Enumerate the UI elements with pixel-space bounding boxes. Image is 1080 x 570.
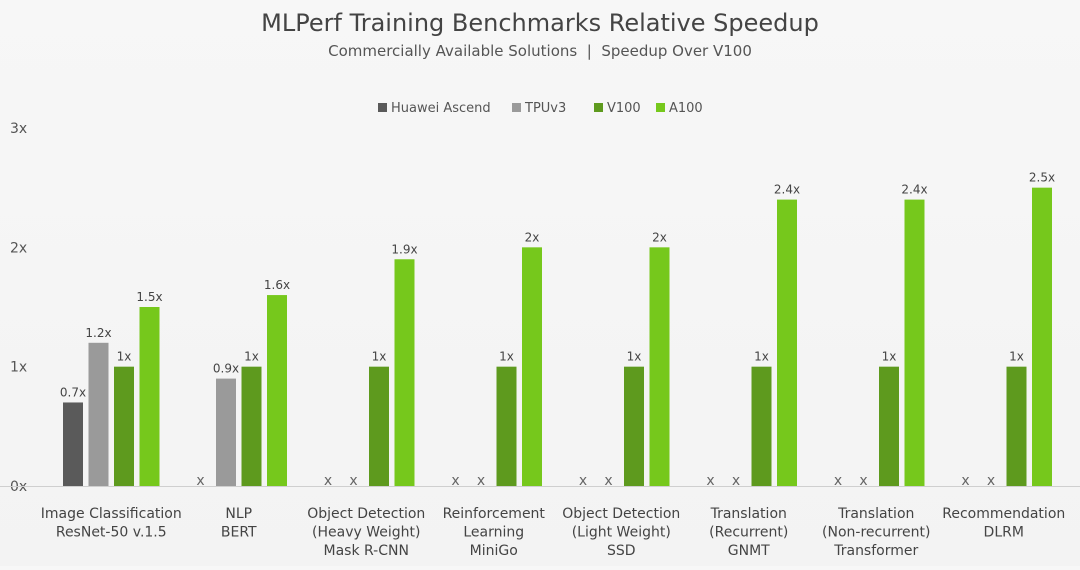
chart-title: MLPerf Training Benchmarks Relative Spee… — [261, 9, 819, 37]
bar-a100 — [777, 199, 797, 486]
x-category-label: Transformer — [833, 543, 918, 559]
data-label-v100: 1x — [754, 350, 769, 364]
legend-swatch-tpuv3 — [512, 103, 521, 112]
not-available-marker: x — [604, 473, 612, 489]
x-axis: Image Classification ResNet-50 v.1.5 NLP BE… — [41, 506, 1065, 559]
bar-a100 — [1032, 187, 1052, 486]
bar-tpuv3 — [88, 342, 109, 486]
plot-area: 0.7x 1.2x 1x 1.5x x 0.9x 1x 1.6x x x 1x 1.9x x x 1x 2x x… — [0, 171, 1080, 489]
not-available-marker: x — [579, 473, 587, 489]
data-label-huawei-ascend: 0.7x — [60, 385, 86, 399]
bar-v100 — [879, 366, 899, 486]
not-available-marker: x — [834, 473, 842, 489]
bar-v100 — [241, 366, 262, 486]
bar-v100 — [1006, 366, 1027, 486]
not-available-marker: x — [732, 473, 740, 489]
y-tick-label: 3x — [10, 121, 27, 137]
bar-v100 — [496, 366, 517, 486]
x-category-label: Mask R-CNN — [324, 543, 409, 559]
x-category-label: ResNet-50 v.1.5 — [56, 525, 167, 541]
data-label-v100: 1x — [499, 350, 514, 364]
not-available-marker: x — [477, 473, 485, 489]
legend-swatch-v100 — [594, 103, 603, 112]
not-available-marker: x — [324, 473, 332, 489]
x-category-label: SSD — [607, 543, 636, 559]
not-available-marker: x — [196, 473, 204, 489]
x-category-label: NLP — [225, 506, 252, 522]
data-label-v100: 1x — [1009, 350, 1024, 364]
x-category-label: MiniGo — [470, 543, 518, 559]
not-available-marker: x — [859, 473, 867, 489]
data-label-a100: 2.5x — [1029, 171, 1055, 185]
data-label-tpuv3: 0.9x — [213, 362, 239, 376]
chart-subtitle: Commercially Available Solutions | Speed… — [328, 42, 752, 60]
x-category-label: (Recurrent) — [709, 525, 788, 541]
data-label-a100: 2x — [652, 230, 667, 244]
bar-a100 — [522, 247, 542, 486]
legend-label-v100: V100 — [607, 101, 641, 116]
bar-a100 — [904, 199, 925, 486]
not-available-marker: x — [961, 473, 969, 489]
bar-v100 — [114, 366, 134, 486]
not-available-marker: x — [706, 473, 714, 489]
y-tick-label: 1x — [10, 360, 27, 376]
legend-label-a100: A100 — [669, 101, 703, 116]
data-label-a100: 1.6x — [264, 278, 290, 292]
data-label-a100: 2.4x — [774, 183, 800, 197]
x-category-label: Translation — [837, 506, 914, 522]
x-category-label: Object Detection — [307, 506, 425, 522]
x-category-label: Learning — [463, 525, 524, 541]
x-category-label: (Light Weight) — [572, 525, 671, 541]
legend-swatch-a100 — [656, 103, 665, 112]
not-available-marker: x — [349, 473, 357, 489]
data-label-v100: 1x — [244, 350, 259, 364]
data-label-a100: 2.4x — [901, 183, 927, 197]
x-category-label: Image Classification — [41, 506, 182, 522]
bar-a100 — [139, 307, 160, 486]
x-category-label: DLRM — [984, 525, 1024, 541]
not-available-marker: x — [451, 473, 459, 489]
y-tick-label: 2x — [10, 240, 27, 256]
x-category-label: Recommendation — [942, 506, 1065, 522]
legend-swatch-huawei-ascend — [378, 103, 387, 112]
bar-huawei-ascend — [63, 402, 83, 486]
data-label-v100: 1x — [627, 350, 642, 364]
data-label-a100: 1.5x — [136, 290, 162, 304]
x-category-label: (Non-recurrent) — [822, 525, 930, 541]
bar-v100 — [369, 366, 389, 486]
data-label-v100: 1x — [117, 350, 132, 364]
data-label-v100: 1x — [372, 350, 387, 364]
bar-tpuv3 — [216, 378, 236, 486]
data-label-tpuv3: 1.2x — [85, 326, 111, 340]
data-label-a100: 1.9x — [391, 242, 417, 256]
x-category-label: Object Detection — [562, 506, 680, 522]
legend-label-tpuv3: TPUv3 — [524, 101, 566, 116]
bar-a100 — [649, 247, 670, 486]
bar-a100 — [267, 295, 287, 486]
bar-v100 — [624, 366, 644, 486]
x-category-label: GNMT — [728, 543, 770, 559]
x-category-label: Translation — [710, 506, 787, 522]
x-category-label: Reinforcement — [443, 506, 546, 522]
x-category-label: (Heavy Weight) — [312, 525, 420, 541]
x-category-label: BERT — [221, 525, 257, 541]
bar-v100 — [751, 366, 772, 486]
legend-label-huawei-ascend: Huawei Ascend — [391, 101, 491, 116]
not-available-marker: x — [987, 473, 995, 489]
data-label-a100: 2x — [525, 230, 540, 244]
bar-a100 — [394, 259, 415, 486]
data-label-v100: 1x — [882, 350, 897, 364]
legend: Huawei Ascend TPUv3 V100 A100 — [378, 101, 703, 116]
